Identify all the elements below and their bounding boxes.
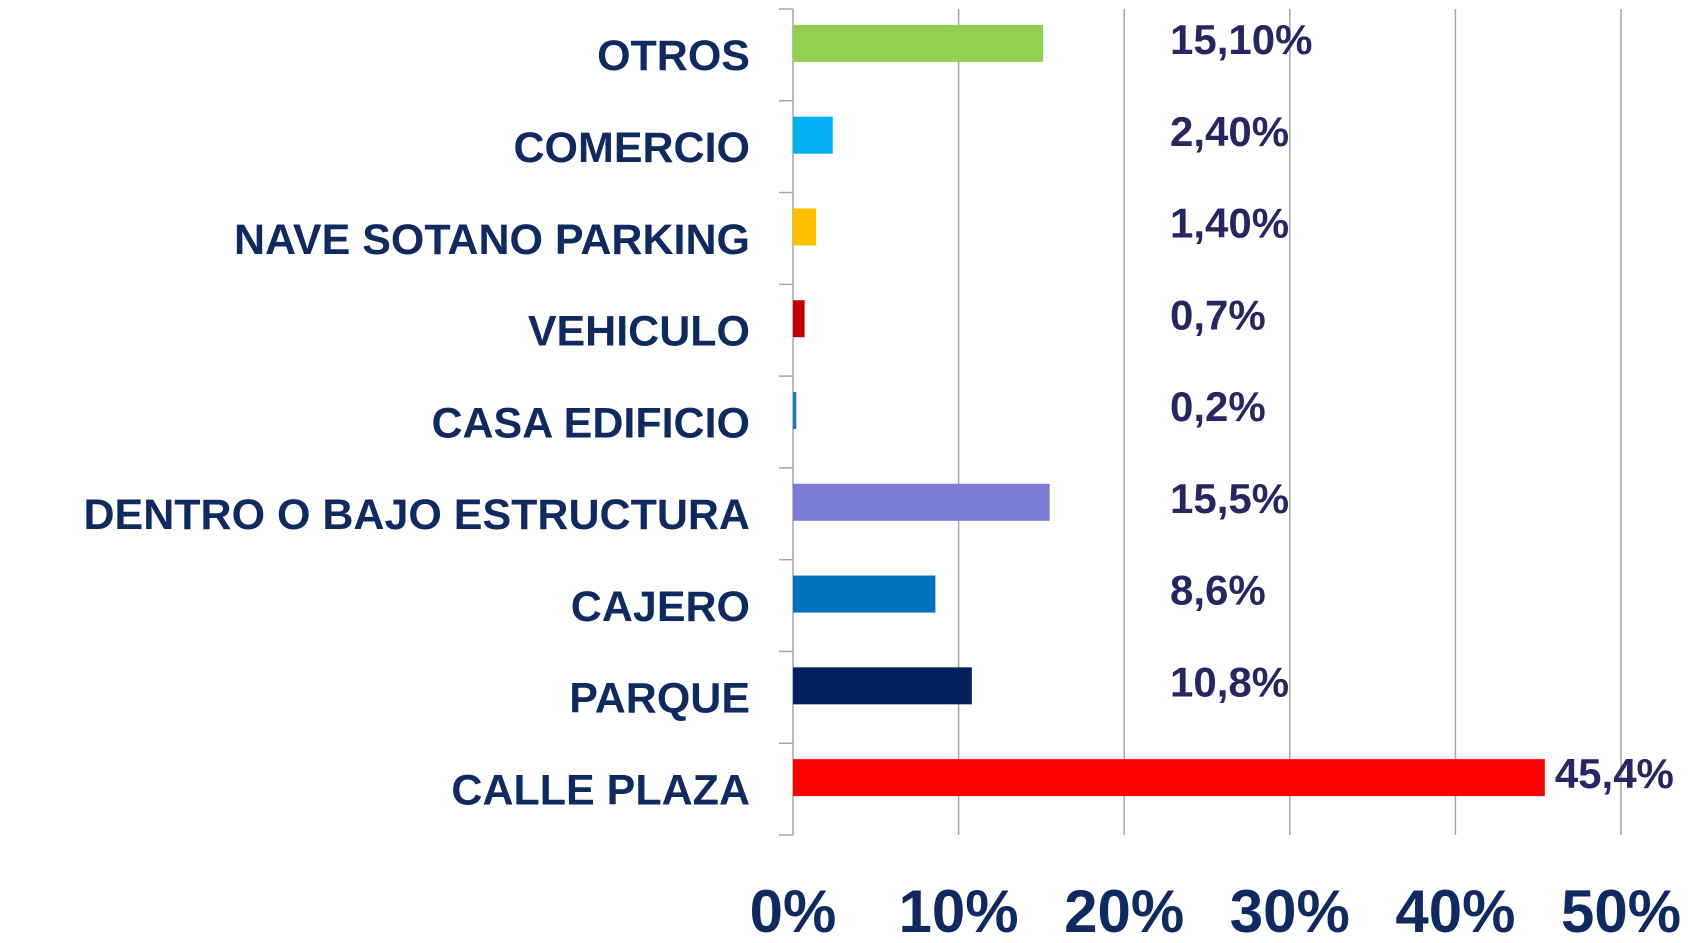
bar <box>793 300 805 338</box>
y-tick-label: COMERCIO <box>514 124 751 172</box>
x-tick-label: 50% <box>1561 878 1681 943</box>
x-tick-label: 20% <box>1064 878 1184 943</box>
bar <box>793 24 1044 62</box>
y-tick-label: NAVE SOTANO PARKING <box>234 216 750 264</box>
bar <box>793 483 1050 521</box>
data-label: 0,7% <box>1170 291 1266 338</box>
data-label: 2,40% <box>1170 108 1289 155</box>
bar <box>793 392 797 429</box>
data-label: 0,2% <box>1170 383 1266 430</box>
y-tick-label: OTROS <box>597 32 750 80</box>
y-tick-label: VEHICULO <box>528 308 750 356</box>
y-tick-label: PARQUE <box>569 675 750 723</box>
y-tick-label: DENTRO O BAJO ESTRUCTURA <box>83 491 750 539</box>
y-tick-label: CALLE PLAZA <box>451 766 750 814</box>
x-tick-label: 0% <box>750 878 837 943</box>
data-label: 15,5% <box>1170 475 1289 522</box>
data-label: 8,6% <box>1170 567 1266 614</box>
data-label: 10,8% <box>1170 658 1289 705</box>
y-tick-label: CASA EDIFICIO <box>431 399 750 447</box>
bar <box>793 759 1545 797</box>
bar <box>793 208 817 246</box>
bar <box>793 667 972 705</box>
x-tick-label: 10% <box>899 878 1019 943</box>
y-tick-label: CAJERO <box>571 583 750 631</box>
x-tick-label: 30% <box>1230 878 1350 943</box>
data-label: 1,40% <box>1170 200 1289 247</box>
data-label: 15,10% <box>1170 16 1312 63</box>
x-tick-label: 40% <box>1395 878 1515 943</box>
bar <box>793 575 936 613</box>
data-label: 45,4% <box>1555 750 1674 797</box>
bar <box>793 116 833 154</box>
